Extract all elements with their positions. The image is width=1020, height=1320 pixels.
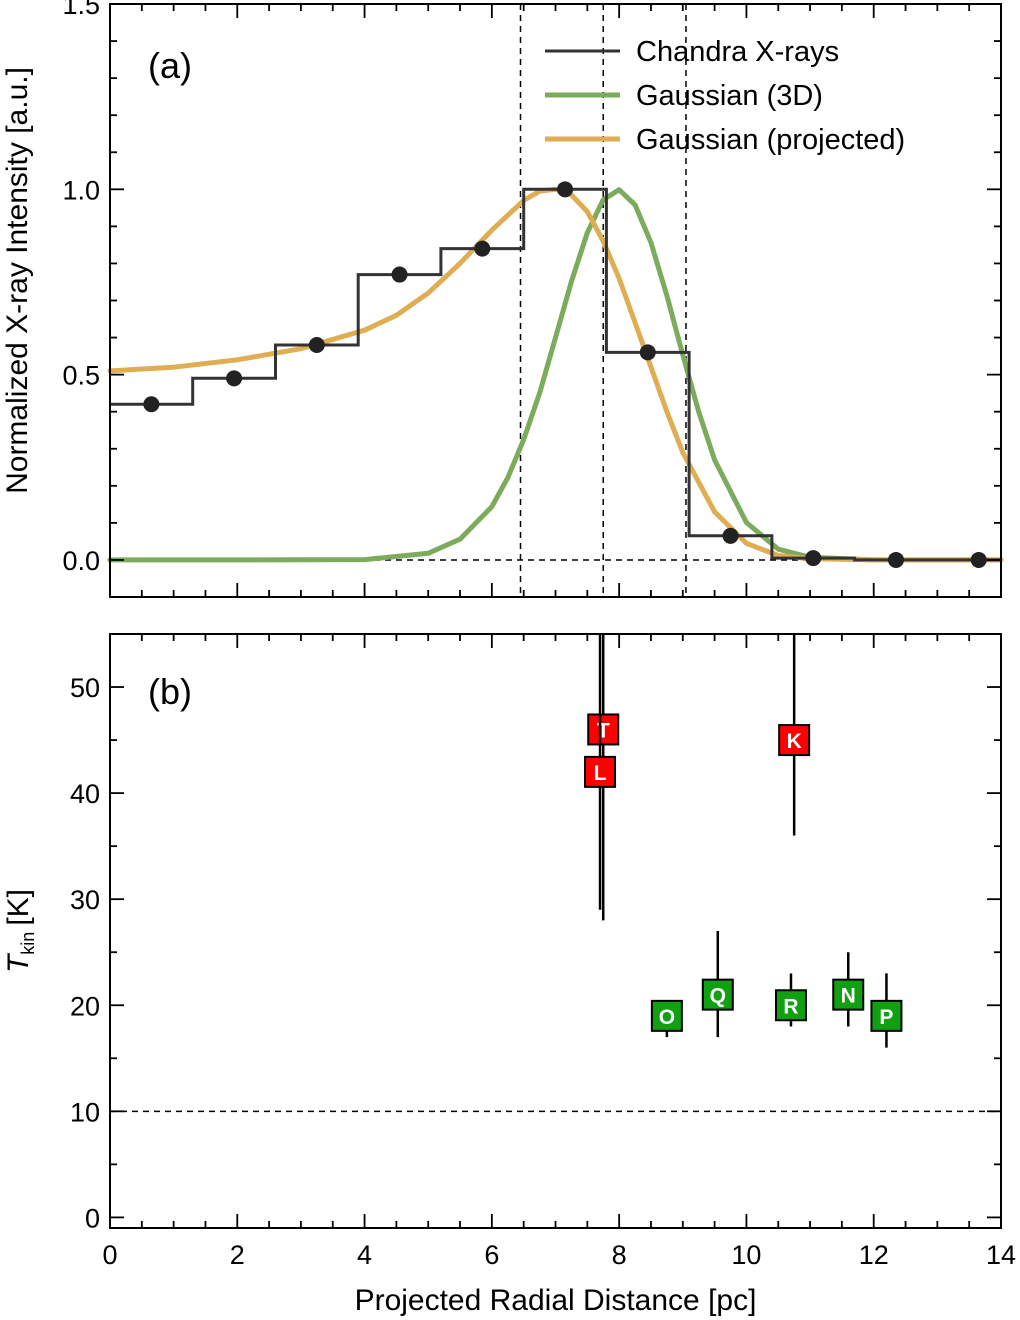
legend-label-0: Chandra X-rays xyxy=(636,36,839,68)
marker-label-R: R xyxy=(783,995,798,1018)
x-tick-label: 0 xyxy=(102,1240,117,1270)
panel-b-y-tick-label: 20 xyxy=(70,991,100,1021)
panel-b-y-axis-label: Tkin [K] xyxy=(2,889,38,973)
marker-label-O: O xyxy=(659,1006,675,1029)
marker-N: N xyxy=(832,952,865,1027)
panel-b-y-tick-label: 0 xyxy=(85,1203,100,1233)
chandra-data-point-0 xyxy=(143,396,160,413)
marker-box-L xyxy=(584,755,617,788)
chandra-step-line xyxy=(110,187,1001,562)
x-axis-label: Projected Radial Distance [pc] xyxy=(355,1284,757,1317)
marker-label-T: T xyxy=(597,719,610,742)
panel-b-label: (b) xyxy=(148,671,192,712)
y-label-symbol: T xyxy=(2,952,35,973)
panel-a-y-tick-labels: 0.0 0.5 1.0 1.5 xyxy=(62,0,100,576)
marker-box-N xyxy=(832,978,865,1011)
x-tick-label: 8 xyxy=(612,1240,627,1270)
panel-b-y-tick-label: 40 xyxy=(70,779,100,809)
chandra-data-point-7 xyxy=(722,527,739,544)
panel-a-ticks xyxy=(109,3,1002,598)
marker-box-O xyxy=(650,999,683,1032)
chandra-data-point-9 xyxy=(887,551,904,568)
chandra-data-point-6 xyxy=(639,344,656,361)
x-tick-labels: 0 2 4 6 8 10 12 14 xyxy=(102,1240,1016,1270)
panel-b-points: TL K O Q R NP xyxy=(584,634,903,1048)
marker-label-N: N xyxy=(841,985,856,1008)
legend-label-1: Gaussian (3D) xyxy=(636,80,823,112)
panel-b-y-tick-label: 50 xyxy=(70,673,100,703)
x-tick-label: 4 xyxy=(357,1240,372,1270)
panel-a-points xyxy=(143,181,987,568)
panel-a-y-tick-label: 1.5 xyxy=(62,0,100,20)
chandra-data-point-3 xyxy=(391,266,408,283)
x-tick-label: 2 xyxy=(230,1240,245,1270)
marker-L: L xyxy=(584,634,617,910)
y-label-subscript: kin xyxy=(18,932,38,955)
marker-label-L: L xyxy=(594,762,607,785)
gaussian-projected-curve xyxy=(107,186,1004,563)
marker-box-R xyxy=(774,989,807,1022)
marker-box-K xyxy=(778,724,811,757)
chandra-data-point-2 xyxy=(308,336,325,353)
marker-label-P: P xyxy=(879,1006,893,1029)
gaussian-3d-curve xyxy=(107,187,1004,563)
chandra-data-point-10 xyxy=(970,551,987,568)
panel-a-label: (a) xyxy=(148,45,192,86)
x-tick-label: 10 xyxy=(731,1240,761,1270)
panel-b-y-tick-label: 30 xyxy=(70,885,100,915)
x-tick-label: 6 xyxy=(484,1240,499,1270)
chandra-data-point-1 xyxy=(226,370,243,387)
panel-b-frame xyxy=(109,633,1002,1229)
marker-box-T xyxy=(587,713,620,746)
marker-O: O xyxy=(650,999,683,1038)
marker-label-K: K xyxy=(787,730,802,753)
panel-b-y-tick-labels: 0 10 20 30 40 50 xyxy=(70,673,100,1233)
y-label-unit: [K] xyxy=(2,889,35,926)
chandra-data-point-4 xyxy=(474,240,491,257)
legend-label-2: Gaussian (projected) xyxy=(636,124,905,156)
marker-box-P xyxy=(870,999,903,1032)
panel-a-y-tick-label: 0.0 xyxy=(62,546,100,576)
marker-R: R xyxy=(774,973,807,1027)
marker-K: K xyxy=(778,634,811,836)
marker-P: P xyxy=(870,973,903,1048)
panel-a-curves xyxy=(107,186,1004,563)
marker-box-Q xyxy=(701,978,734,1011)
panel-b-y-tick-label: 10 xyxy=(70,1097,100,1127)
legend: Chandra X-rays Gaussian (3D) Gaussian (pro… xyxy=(545,36,905,156)
panel-a-y-tick-label: 0.5 xyxy=(62,361,100,391)
x-tick-label: 12 xyxy=(859,1240,889,1270)
panel-b-ticks xyxy=(109,633,1002,1228)
chandra-data-point-8 xyxy=(805,550,822,567)
chandra-data-point-5 xyxy=(557,181,574,198)
marker-Q: Q xyxy=(701,931,734,1038)
marker-label-Q: Q xyxy=(710,985,726,1008)
panel-a-y-axis-label: Normalized X-ray Intensity [a.u.] xyxy=(1,67,34,494)
panel-a: 0.0 0.5 1.0 1.5 Normalized X-ray Intensity … xyxy=(1,0,1004,598)
panel-a-y-tick-label: 1.0 xyxy=(62,175,100,205)
x-tick-label: 14 xyxy=(986,1240,1016,1270)
